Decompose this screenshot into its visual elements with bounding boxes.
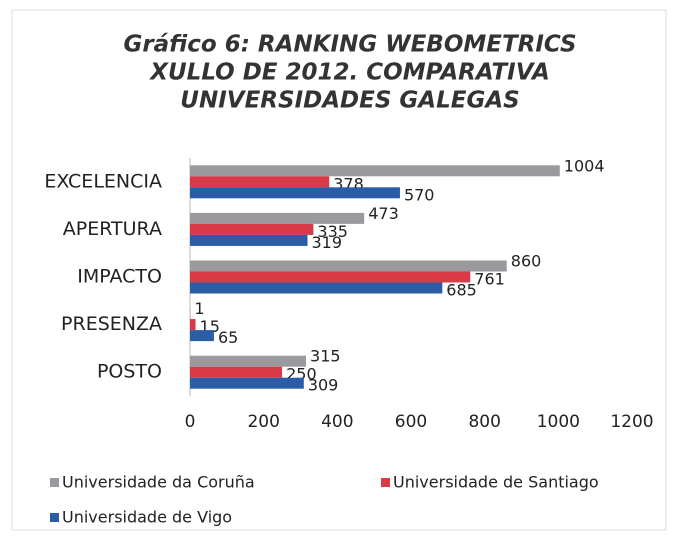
x-tick-label: 1000	[537, 412, 580, 432]
y-tick-label: POSTO	[97, 361, 162, 383]
legend-swatch	[381, 478, 390, 487]
bar	[190, 176, 330, 188]
chart-title: XULLO DE 2012. COMPARATIVA	[148, 60, 550, 86]
bar	[190, 330, 214, 342]
x-tick-label: 600	[395, 412, 427, 432]
value-label: 473	[368, 204, 399, 223]
bar	[190, 282, 443, 294]
value-label: 860	[511, 252, 542, 271]
value-label: 1	[194, 299, 204, 318]
chart-title: UNIVERSIDADES GALEGAS	[180, 88, 519, 114]
value-label: 570	[404, 185, 435, 204]
y-tick-label: IMPACTO	[77, 266, 162, 288]
bar	[190, 355, 307, 367]
bar	[190, 212, 365, 224]
value-label: 335	[317, 222, 348, 241]
legend-label: Universidade de Santiago	[393, 473, 599, 492]
bar	[190, 366, 283, 378]
bar	[190, 234, 308, 246]
y-tick-label: APERTURA	[63, 218, 162, 240]
bar	[190, 377, 304, 389]
value-label: 319	[311, 233, 342, 252]
y-tick-label: EXCELENCIA	[44, 170, 162, 192]
x-tick-label: 800	[468, 412, 500, 432]
y-tick-label: PRESENZA	[61, 313, 162, 335]
bar	[190, 319, 196, 331]
bar	[190, 271, 471, 283]
x-tick-label: 400	[321, 412, 353, 432]
bar	[190, 187, 400, 199]
bar	[190, 260, 507, 272]
chart-title: Gráfico 6: RANKING WEBOMETRICS	[123, 32, 576, 58]
x-tick-label: 200	[247, 412, 279, 432]
legend-swatch	[50, 513, 59, 522]
x-tick-label: 1200	[610, 412, 653, 432]
bar	[190, 223, 314, 235]
value-label: 65	[218, 328, 238, 347]
legend-label: Universidade de Vigo	[62, 508, 232, 527]
x-tick-label: 0	[185, 412, 196, 432]
value-label: 1004	[564, 156, 605, 175]
value-label: 761	[474, 270, 505, 289]
value-label: 309	[308, 376, 339, 395]
value-label: 685	[446, 281, 477, 300]
legend-label: Universidade da Coruña	[62, 473, 255, 492]
frame	[11, 9, 667, 531]
bar	[190, 165, 560, 177]
value-label: 315	[310, 347, 341, 366]
legend-swatch	[50, 478, 59, 487]
